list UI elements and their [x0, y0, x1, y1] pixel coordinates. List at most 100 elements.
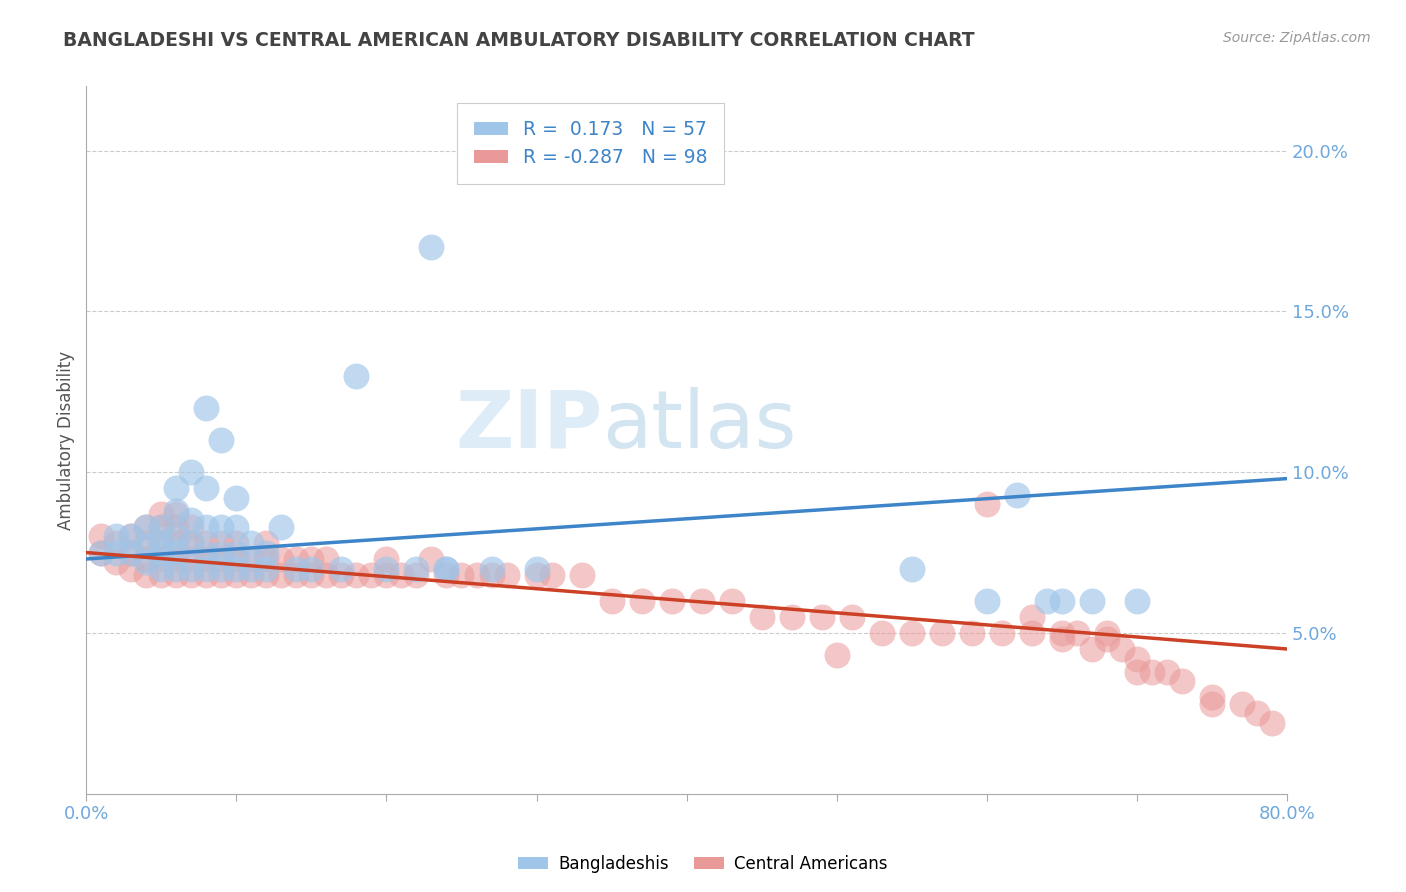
Point	[285, 568, 308, 582]
Point	[481, 568, 503, 582]
Point	[1050, 594, 1073, 608]
Point	[90, 545, 112, 559]
Point	[1050, 632, 1073, 647]
Point	[405, 561, 427, 575]
Point	[1230, 697, 1253, 711]
Point	[900, 626, 922, 640]
Point	[375, 561, 398, 575]
Point	[225, 536, 247, 550]
Point	[526, 561, 548, 575]
Point	[240, 561, 263, 575]
Point	[105, 536, 128, 550]
Point	[870, 626, 893, 640]
Point	[1036, 594, 1059, 608]
Point	[315, 552, 337, 566]
Point	[225, 491, 247, 505]
Point	[180, 520, 202, 534]
Point	[976, 594, 998, 608]
Point	[240, 568, 263, 582]
Point	[976, 497, 998, 511]
Point	[165, 504, 187, 518]
Point	[630, 594, 652, 608]
Point	[195, 536, 218, 550]
Point	[105, 529, 128, 543]
Point	[254, 545, 277, 559]
Point	[1201, 697, 1223, 711]
Point	[165, 568, 187, 582]
Point	[1126, 651, 1149, 665]
Point	[405, 568, 427, 582]
Point	[150, 552, 173, 566]
Point	[526, 568, 548, 582]
Point	[135, 536, 157, 550]
Point	[180, 561, 202, 575]
Point	[254, 536, 277, 550]
Point	[285, 561, 308, 575]
Point	[270, 552, 292, 566]
Point	[180, 536, 202, 550]
Point	[1126, 665, 1149, 679]
Legend: Bangladeshis, Central Americans: Bangladeshis, Central Americans	[512, 848, 894, 880]
Point	[1126, 594, 1149, 608]
Point	[810, 610, 832, 624]
Point	[209, 545, 232, 559]
Point	[225, 552, 247, 566]
Point	[1171, 674, 1194, 689]
Point	[1095, 626, 1118, 640]
Point	[931, 626, 953, 640]
Point	[150, 520, 173, 534]
Point	[900, 561, 922, 575]
Point	[391, 568, 413, 582]
Point	[135, 520, 157, 534]
Point	[420, 240, 443, 254]
Point	[105, 545, 128, 559]
Point	[420, 552, 443, 566]
Point	[346, 568, 368, 582]
Point	[135, 568, 157, 582]
Point	[150, 520, 173, 534]
Point	[195, 552, 218, 566]
Point	[1246, 706, 1268, 721]
Point	[165, 552, 187, 566]
Point	[120, 529, 142, 543]
Point	[209, 433, 232, 447]
Point	[841, 610, 863, 624]
Point	[209, 520, 232, 534]
Point	[209, 568, 232, 582]
Legend: R =  0.173   N = 57, R = -0.287   N = 98: R = 0.173 N = 57, R = -0.287 N = 98	[457, 103, 724, 184]
Point	[481, 561, 503, 575]
Point	[375, 552, 398, 566]
Point	[1261, 715, 1284, 730]
Point	[209, 552, 232, 566]
Point	[225, 568, 247, 582]
Point	[315, 568, 337, 582]
Point	[254, 561, 277, 575]
Point	[225, 545, 247, 559]
Text: BANGLADESHI VS CENTRAL AMERICAN AMBULATORY DISABILITY CORRELATION CHART: BANGLADESHI VS CENTRAL AMERICAN AMBULATO…	[63, 31, 974, 50]
Point	[195, 568, 218, 582]
Point	[436, 561, 458, 575]
Point	[690, 594, 713, 608]
Point	[571, 568, 593, 582]
Point	[299, 552, 322, 566]
Point	[960, 626, 983, 640]
Point	[254, 552, 277, 566]
Point	[120, 545, 142, 559]
Point	[1066, 626, 1088, 640]
Point	[195, 520, 218, 534]
Point	[165, 545, 187, 559]
Point	[661, 594, 683, 608]
Point	[165, 529, 187, 543]
Text: Source: ZipAtlas.com: Source: ZipAtlas.com	[1223, 31, 1371, 45]
Point	[1050, 626, 1073, 640]
Point	[1021, 626, 1043, 640]
Point	[346, 368, 368, 383]
Point	[180, 536, 202, 550]
Point	[165, 536, 187, 550]
Point	[254, 568, 277, 582]
Point	[720, 594, 742, 608]
Point	[180, 568, 202, 582]
Point	[299, 568, 322, 582]
Point	[90, 545, 112, 559]
Point	[1201, 690, 1223, 705]
